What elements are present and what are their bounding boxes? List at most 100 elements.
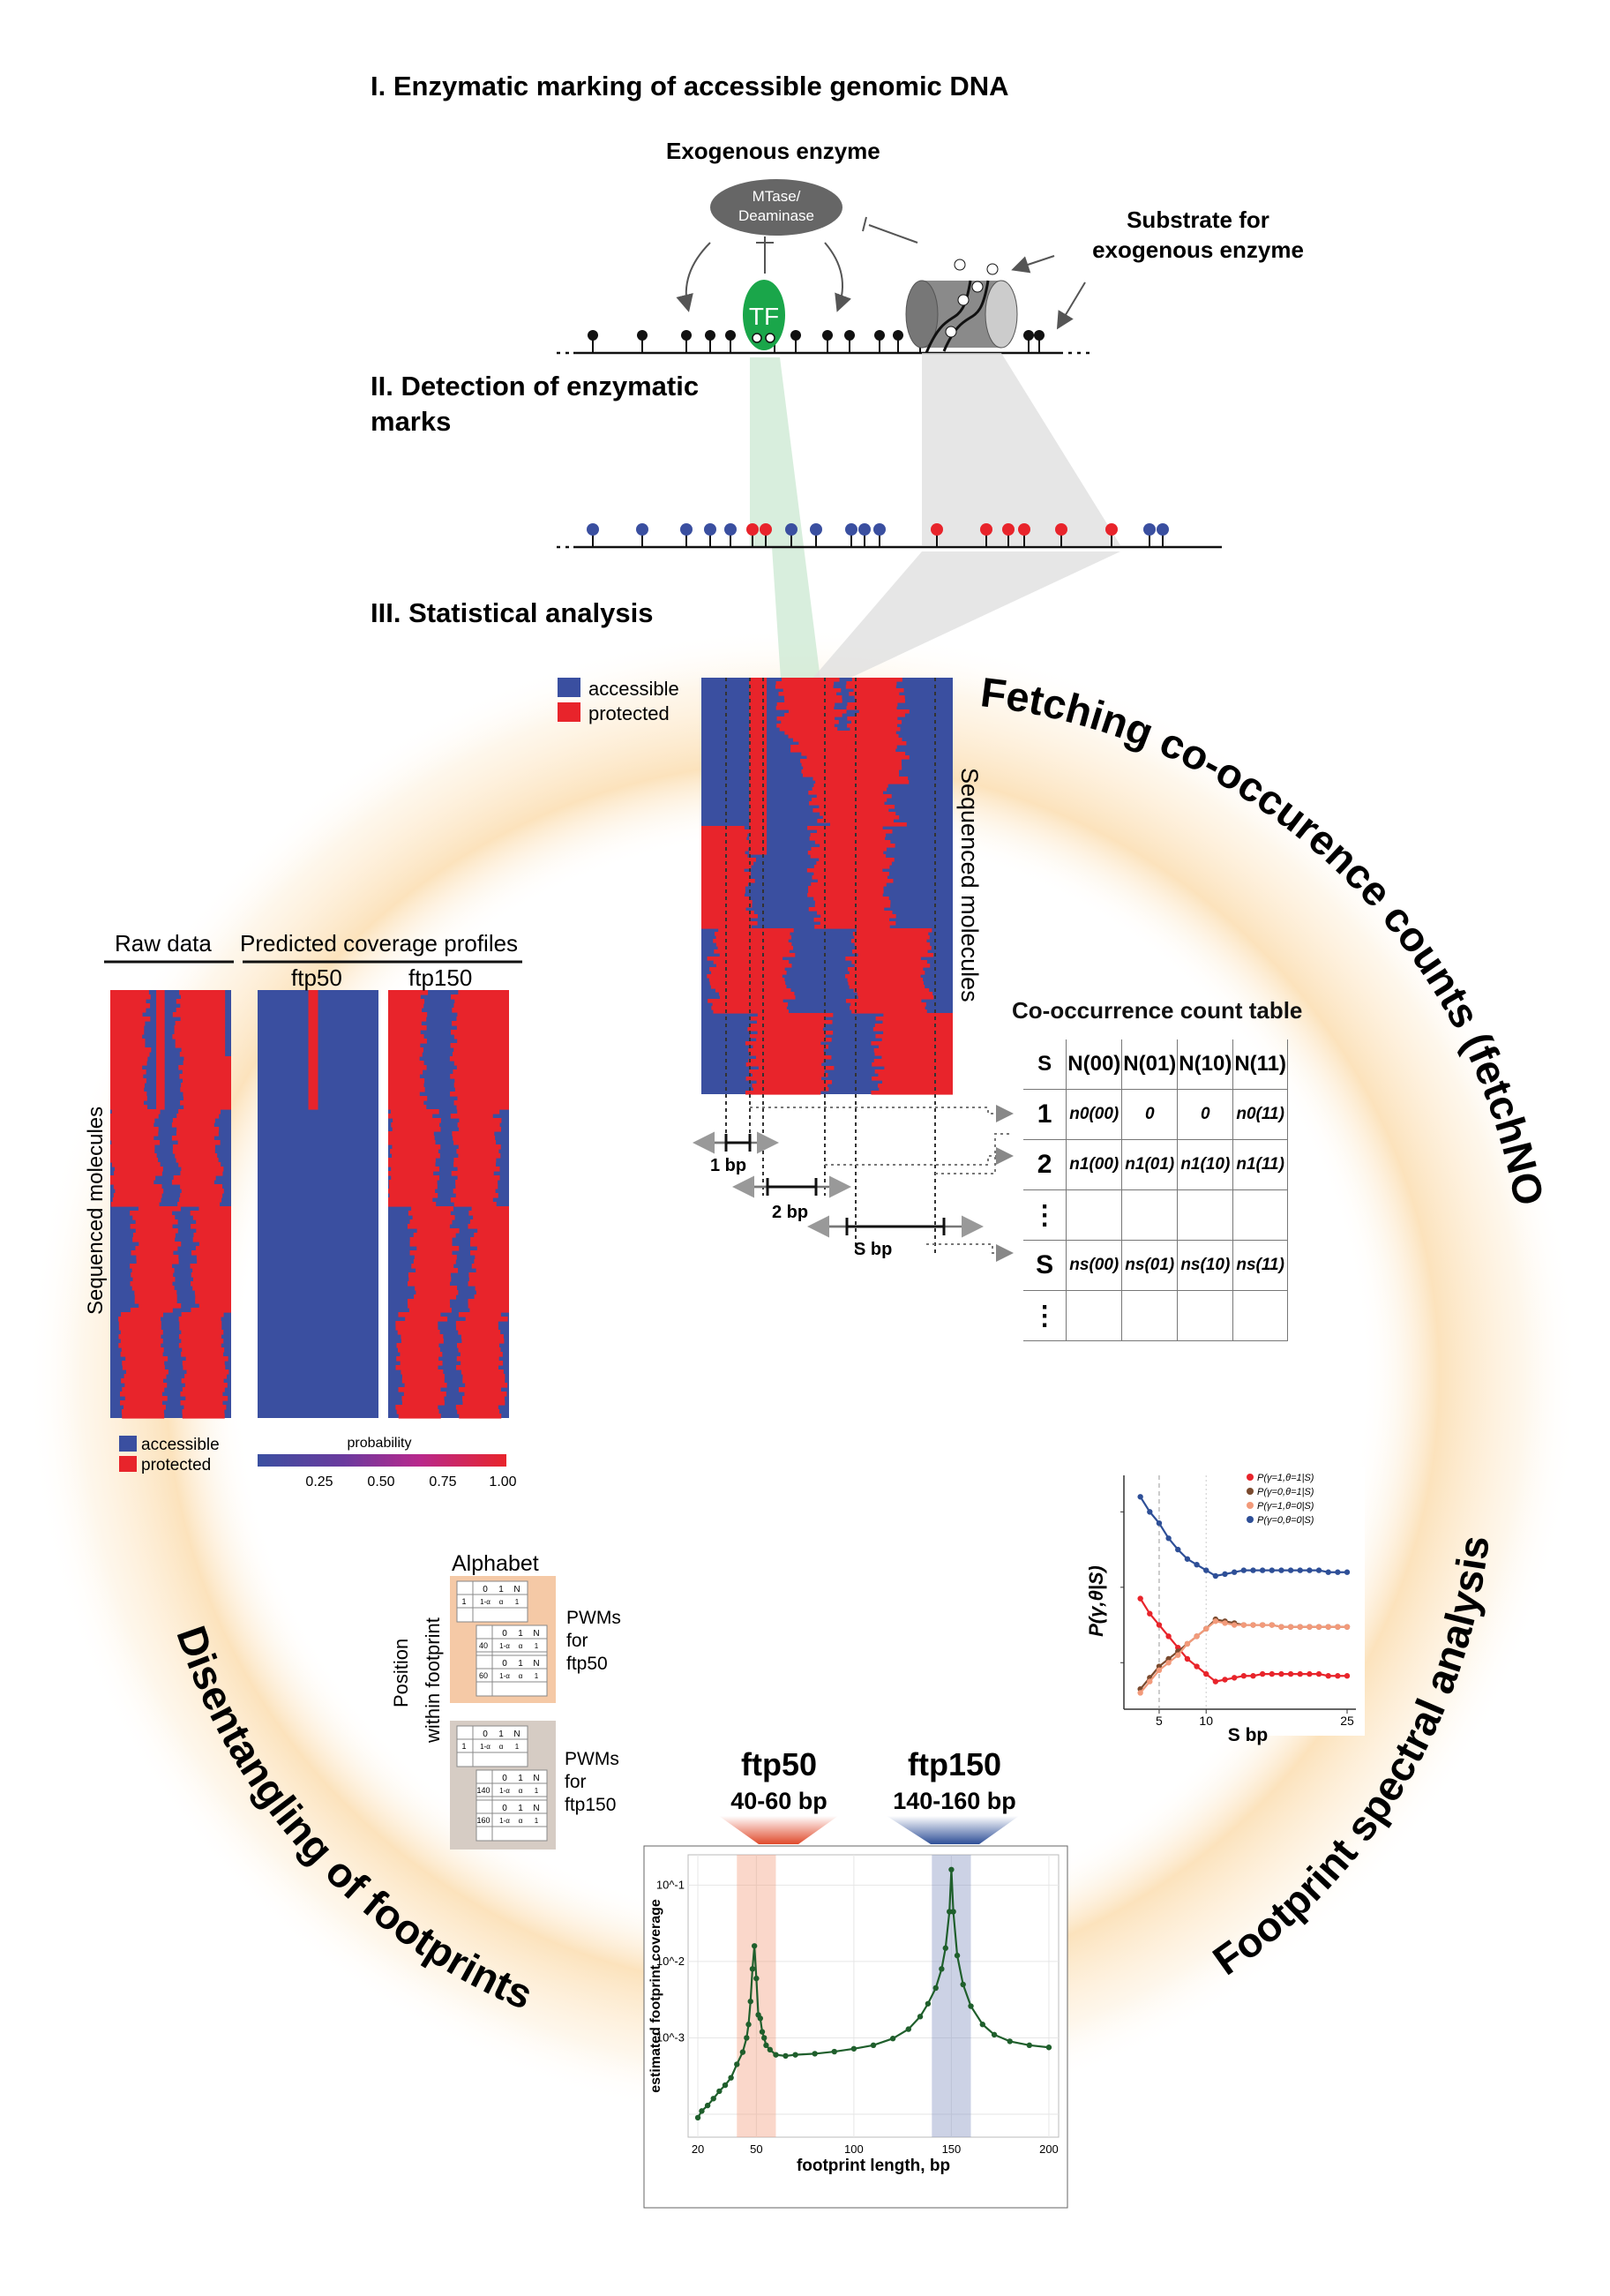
protected-segment [812, 798, 887, 802]
protected-segment [459, 1127, 502, 1132]
protected-segment [749, 717, 768, 721]
protected-segment [451, 1030, 509, 1035]
data-point [1287, 1670, 1294, 1677]
protected-segment [395, 1405, 438, 1410]
cpg-site [893, 330, 903, 341]
data-point [1240, 1567, 1247, 1573]
protected-segment [872, 1077, 953, 1081]
protected-segment [850, 759, 902, 763]
protected-segment [453, 1162, 497, 1167]
protected-segment [856, 946, 932, 950]
pwm-col-header: 0 [502, 1659, 507, 1669]
data-point [722, 2082, 729, 2089]
protected-segment [122, 1361, 165, 1366]
protected-segment [308, 1008, 318, 1013]
protected-segment [178, 1109, 221, 1114]
protected-segment [182, 1409, 225, 1414]
protected-segment [452, 1052, 509, 1057]
protected-segment [871, 1041, 953, 1046]
protected-segment [845, 999, 922, 1003]
protected-segment [156, 990, 165, 995]
data-point [744, 2035, 750, 2041]
data-point [1325, 1673, 1331, 1679]
protected-segment [401, 1396, 445, 1401]
protected-segment [476, 1246, 509, 1251]
legend-label: P(γ=1,θ=0|S) [1257, 1501, 1314, 1512]
protected-segment [453, 1083, 509, 1088]
protected-segment [408, 1272, 451, 1278]
protected-segment [882, 1020, 953, 1024]
data-point [1297, 1567, 1303, 1573]
protected-segment [416, 1290, 459, 1295]
protected-segment [190, 1211, 231, 1216]
protected-segment [115, 1167, 163, 1172]
data-point [1315, 1624, 1322, 1630]
protected-segment [749, 784, 768, 788]
protected-segment [807, 851, 884, 855]
protected-segment [110, 1175, 156, 1181]
protected-segment [753, 1087, 829, 1092]
data-point [773, 2052, 779, 2058]
pwm-col-header: N [513, 1730, 520, 1739]
pwm-value: 1 [535, 1817, 539, 1825]
protected-segment [110, 1096, 147, 1101]
count-table-row: 2 n1(00) n1(01) n1(10) n1(11) [1023, 1139, 1288, 1190]
protected-segment [701, 882, 749, 887]
cell [1121, 1189, 1179, 1241]
protected-segment [851, 960, 927, 964]
protected-segment [701, 868, 745, 873]
protected-segment [175, 1039, 226, 1044]
protected-segment [450, 1043, 509, 1048]
protected-segment [130, 1264, 173, 1269]
protected-segment [845, 731, 896, 735]
protected-segment [112, 1197, 161, 1203]
pwm-value: 1 [515, 1598, 520, 1606]
data-point [1335, 1624, 1341, 1630]
cpg-site [681, 330, 692, 341]
cpg-site [874, 330, 885, 341]
pwm-ftp150-label-2: for [565, 1772, 587, 1792]
protected-segment [110, 1118, 155, 1123]
data-point [751, 1943, 758, 1949]
pwm-value: α [519, 1642, 523, 1650]
protected-segment [453, 1069, 509, 1075]
protected-segment [110, 1083, 146, 1088]
protected-segment [807, 893, 883, 897]
protected-segment [388, 1189, 436, 1194]
protected-segment [854, 713, 905, 717]
cpg-site [810, 523, 822, 536]
protected-segment [718, 992, 795, 996]
table-connectors [750, 1105, 1014, 1262]
protected-segment [748, 1048, 824, 1053]
protected-segment [846, 681, 897, 686]
protected-segment [401, 1369, 444, 1375]
protected-segment [820, 812, 896, 816]
protected-segment [175, 1021, 226, 1026]
protected-segment [810, 854, 887, 859]
protected-segment [451, 994, 509, 1000]
protected-segment [180, 1400, 223, 1406]
pwm-grid [476, 1799, 548, 1842]
protected-segment [407, 1224, 450, 1229]
data-point [1269, 1670, 1275, 1677]
protected-segment [776, 702, 835, 707]
protected-segment [457, 1175, 500, 1181]
ftp50-peak-name: ftp50 [741, 1746, 817, 1782]
protected-segment [814, 840, 891, 844]
tf-oval [743, 280, 785, 350]
pwm-value: 1 [535, 1787, 539, 1795]
protected-segment [110, 1202, 160, 1207]
section-1-title: I. Enzymatic marking of accessible genom… [371, 71, 1009, 101]
protected-segment [192, 1277, 231, 1282]
ftp50-column-title: ftp50 [291, 964, 342, 991]
data-point [939, 1966, 945, 1972]
raw-legend-accessible-swatch [119, 1436, 137, 1452]
data-point [850, 2045, 857, 2052]
header-n11: N(11) [1232, 1039, 1288, 1090]
cell: ns(10) [1177, 1240, 1234, 1291]
protected-segment [131, 1286, 175, 1291]
protected-segment [110, 1030, 145, 1035]
data-point [1325, 1624, 1331, 1630]
protected-segment [388, 1202, 437, 1207]
